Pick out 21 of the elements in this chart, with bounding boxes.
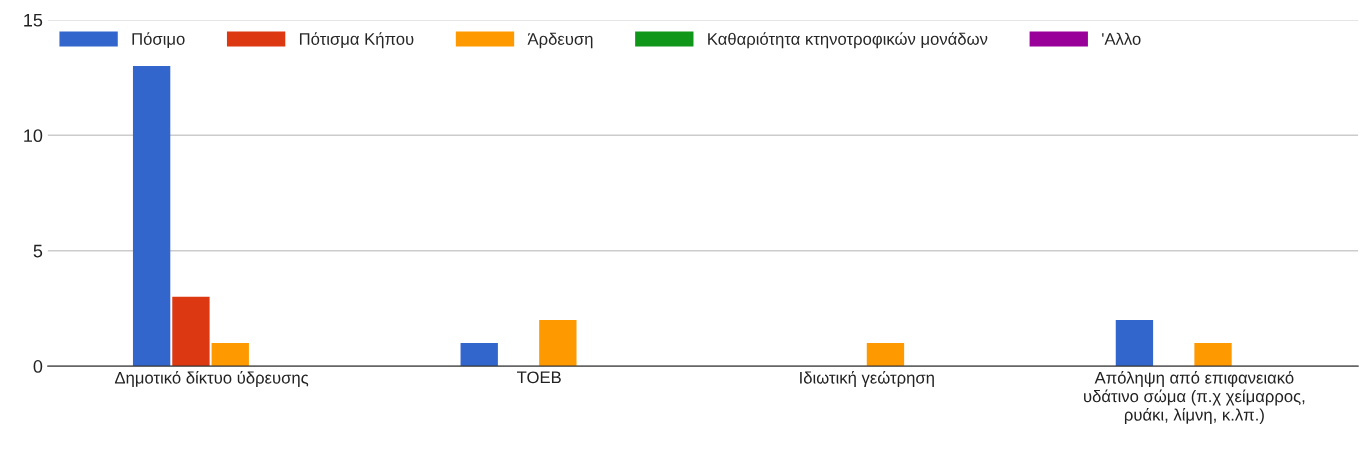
bar [460, 343, 498, 367]
bar [1115, 319, 1154, 367]
legend-label: Πότισμα Κήπου [299, 32, 414, 49]
y-tick-label: 10 [24, 129, 43, 143]
bar [211, 343, 249, 367]
x-tick-label: ΤΟΕΒ [517, 371, 561, 384]
x-tick-label: Απόληψη από επιφανειακό υδάτινο σώμα (π.χ χείμαρρος, ρυάκι, λίμνη, κ.λπ.) [1084, 370, 1305, 425]
legend-label: Καθαριότητα κτηνοτροφικών μονάδων [708, 32, 988, 49]
bar [172, 296, 210, 367]
bar [539, 319, 577, 367]
x-tick-label: Δημοτικό δίκτυο ύδρευσης [114, 370, 309, 387]
y-tick-label: 5 [33, 244, 43, 258]
bar [866, 343, 905, 367]
x-tick-label: Ιδιωτική γεώτρηση [800, 370, 934, 387]
y-tick-label: 0 [33, 360, 43, 373]
y-tick-label: 15 [24, 14, 43, 27]
bar [132, 66, 171, 367]
legend-label: 'Αλλο [1102, 32, 1141, 45]
legend-label: Πόσιμο [132, 32, 185, 48]
bar [1194, 343, 1232, 367]
legend-label: Άρδευση [527, 32, 593, 49]
